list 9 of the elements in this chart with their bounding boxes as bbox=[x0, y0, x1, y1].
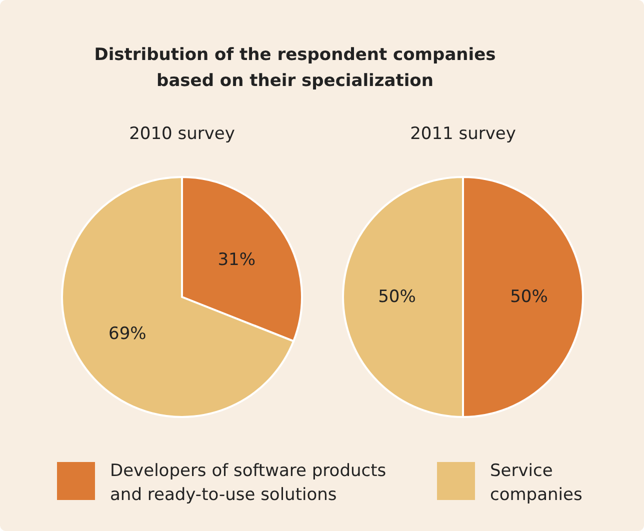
data-label: 50% bbox=[510, 287, 548, 307]
data-label: 69% bbox=[108, 324, 146, 344]
legend-label: Service companies bbox=[490, 461, 582, 505]
legend-label: Developers of software products and ready-to-use solutions bbox=[110, 461, 386, 505]
data-label: 50% bbox=[378, 287, 416, 307]
chart-subtitle: 2010 survey bbox=[129, 124, 235, 144]
chart-subtitle: 2011 survey bbox=[410, 124, 516, 144]
data-label: 31% bbox=[218, 250, 256, 270]
chart-title: Distribution of the respondent companies based on their specialization bbox=[94, 45, 496, 91]
